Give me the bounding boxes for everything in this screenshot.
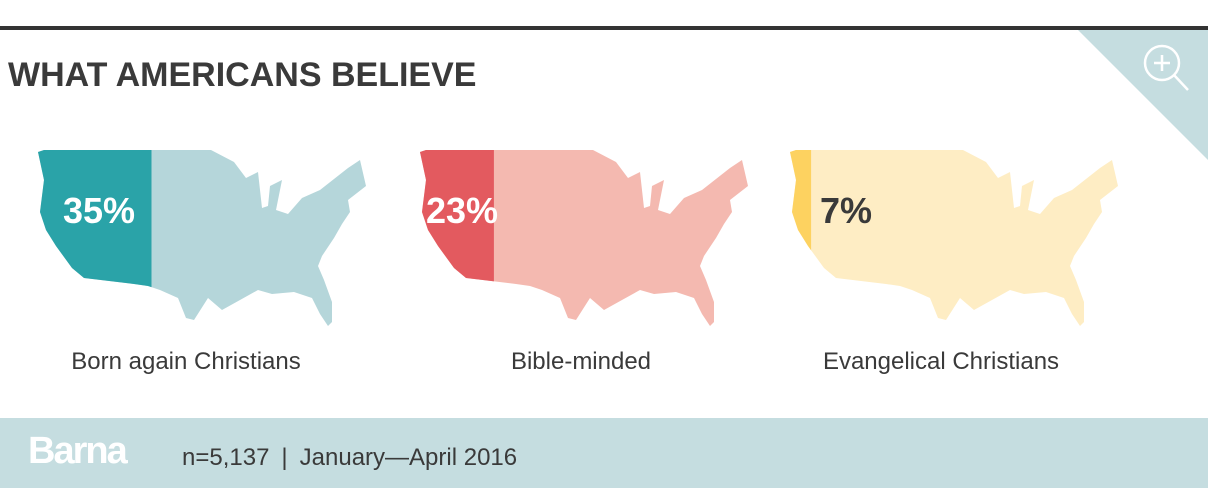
date-range: January—April 2016 [299, 444, 518, 471]
sample-size: n=5,137 [182, 444, 270, 471]
us-map [38, 150, 366, 326]
map-base [420, 150, 748, 326]
category-label: Born again Christians [71, 348, 301, 375]
top-rule [0, 26, 1208, 30]
us-map [790, 150, 1118, 326]
map-evangelical [788, 150, 1118, 328]
category-label: Bible-minded [510, 348, 652, 375]
value-label: 7% [820, 190, 873, 231]
map-base [790, 150, 1118, 326]
category-label: Evangelical Christians [822, 348, 1060, 375]
map-born-again [36, 150, 366, 328]
map-bible-minded [418, 150, 748, 328]
us-map [420, 150, 748, 326]
value-label: 23% [426, 190, 499, 231]
map-fill-bar [420, 150, 494, 326]
magnify-plus-icon[interactable] [1143, 44, 1189, 91]
map-fill-bar [38, 150, 152, 326]
value-label: 35% [63, 190, 136, 231]
separator: | [281, 444, 288, 471]
sample-info: n=5,137 | January—April 2016 [182, 444, 517, 472]
brand-logo: Barna [28, 430, 128, 472]
map-fill-bar [790, 150, 812, 326]
page-title: WHAT AMERICANS BELIEVE [8, 56, 477, 94]
footer: Barna n=5,137 | January—April 2016 [0, 418, 1208, 488]
zoom-corner[interactable] [1078, 30, 1208, 160]
